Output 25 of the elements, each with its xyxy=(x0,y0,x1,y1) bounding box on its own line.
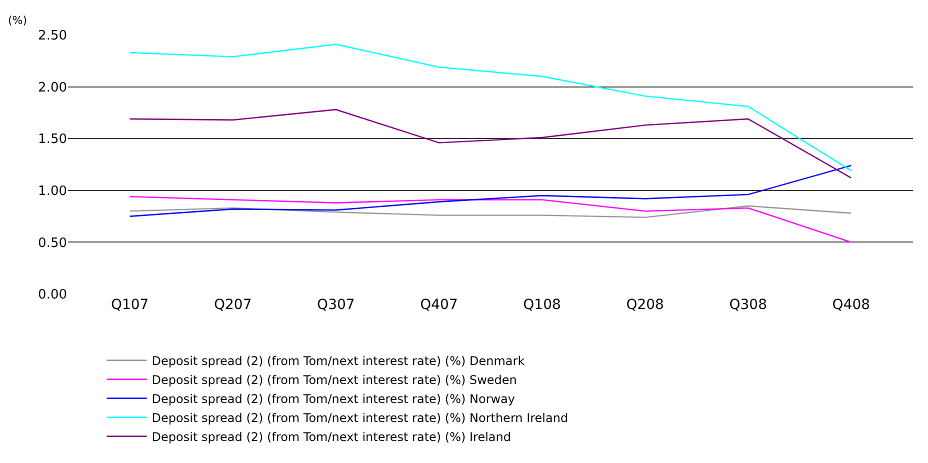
legend-label: Deposit spread (2) (from Tom/next interest rate) (%) Sweden xyxy=(152,372,517,387)
x-tick-label: Q408 xyxy=(832,297,870,313)
line-series xyxy=(129,205,852,218)
y-axis-title: (%) xyxy=(8,14,28,27)
y-tick-label: 0.00 xyxy=(38,288,67,303)
y-tick-label: 1.00 xyxy=(38,184,67,199)
x-tick-label: Q307 xyxy=(317,297,355,313)
line-series xyxy=(129,44,852,172)
line-series xyxy=(129,164,852,217)
legend-label: Deposit spread (2) (from Tom/next interest rate) (%) Denmark xyxy=(152,354,525,368)
y-tick-label: 0.50 xyxy=(38,236,67,251)
y-tick-label: 2.50 xyxy=(38,28,67,44)
x-tick-label: Q308 xyxy=(729,297,767,313)
y-tick-label: 2.00 xyxy=(38,80,67,96)
legend-label: Deposit spread (2) (from Tom/next interest rate) (%) Ireland xyxy=(152,430,512,444)
x-tick-label: Q207 xyxy=(214,297,252,313)
legend-label: Deposit spread (2) (from Tom/next interest rate) (%) Norway xyxy=(152,392,516,406)
x-tick-label: Q107 xyxy=(110,297,149,313)
line-series xyxy=(129,196,852,243)
x-tick-label: Q208 xyxy=(626,297,664,313)
legend-label: Deposit spread (2) (from Tom/next interest rate) (%) Northern Ireland xyxy=(152,410,568,425)
line-series xyxy=(129,108,852,179)
x-tick-label: Q407 xyxy=(420,297,458,313)
x-tick-label: Q108 xyxy=(523,297,561,313)
y-tick-label: 1.50 xyxy=(38,132,67,148)
